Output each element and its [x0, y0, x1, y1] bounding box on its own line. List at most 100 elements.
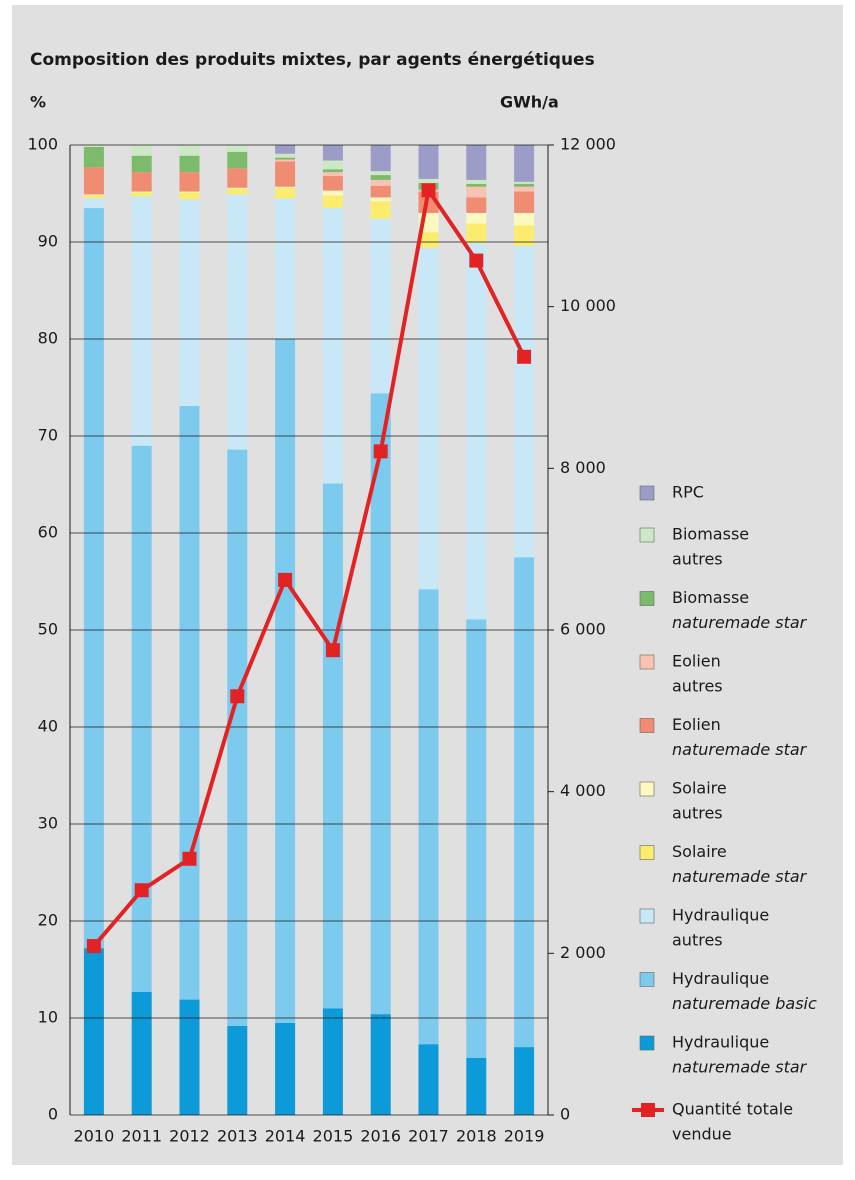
bar-segment	[466, 212, 487, 224]
bar-segment	[418, 178, 439, 183]
bar-segment	[514, 245, 535, 558]
line-marker	[278, 572, 293, 587]
legend-swatch	[639, 485, 655, 501]
bar-segment	[322, 169, 343, 173]
bar-segment	[514, 225, 535, 246]
y2-axis-label: GWh/a	[500, 93, 559, 112]
bar-segment	[179, 145, 200, 156]
bar-segment	[466, 145, 487, 180]
y-axis-label: %	[30, 93, 46, 112]
bar-segment	[514, 191, 535, 213]
legend-swatch	[639, 972, 655, 987]
bar-segment	[275, 145, 296, 154]
bar-segment	[514, 186, 535, 192]
bar-segment	[275, 157, 296, 160]
line-marker	[421, 183, 436, 198]
y-tick-label: 70	[38, 426, 58, 445]
bar-segment	[466, 242, 487, 620]
bar-segment	[418, 1044, 439, 1115]
x-tick-label: 2019	[504, 1127, 545, 1146]
bar-segment	[514, 557, 535, 1048]
x-tick-label: 2017	[408, 1127, 449, 1146]
bar-segment	[131, 172, 152, 192]
bar-segment	[370, 393, 391, 1015]
legend-label: Solaire	[672, 842, 727, 861]
bar-segment	[418, 145, 439, 179]
bar-segment	[370, 201, 391, 219]
bar-segment	[227, 151, 248, 169]
x-tick-label: 2012	[169, 1127, 210, 1146]
bar-segment	[466, 197, 487, 213]
bar-segment	[322, 483, 343, 1009]
legend-label: Biomasse	[672, 525, 749, 544]
bar-segment	[275, 186, 296, 188]
bar-segment	[131, 191, 152, 193]
legend-swatch	[639, 845, 655, 860]
legend-swatch	[639, 718, 655, 733]
bar-segment	[275, 1022, 296, 1115]
legend-label: Eolien	[672, 652, 721, 671]
y2-tick-label: 6 000	[560, 620, 606, 639]
bar-segment	[83, 208, 104, 949]
x-tick-label: 2016	[360, 1127, 401, 1146]
bar-segment	[227, 188, 248, 195]
y2-tick-label: 12 000	[560, 135, 616, 154]
bar-segment	[370, 197, 391, 202]
y-tick-label: 60	[38, 523, 58, 542]
legend-qualifier: autres	[672, 677, 723, 696]
bar-segment	[83, 195, 104, 199]
bar-segment	[179, 192, 200, 200]
y-tick-label: 40	[38, 717, 58, 736]
y-tick-label: 50	[38, 620, 58, 639]
line-marker	[182, 851, 197, 866]
bar-segment	[275, 187, 296, 199]
bar-segment	[370, 185, 391, 198]
bar-segment	[466, 183, 487, 187]
y2-tick-label: 8 000	[560, 458, 606, 477]
legend-qualifier: autres	[672, 550, 723, 569]
bar-segment	[83, 194, 104, 196]
chart-title: Composition des produits mixtes, par age…	[30, 50, 595, 70]
bar-segment	[466, 186, 487, 198]
bar-segment	[370, 1014, 391, 1115]
y2-tick-label: 10 000	[560, 296, 616, 315]
bar-segment	[322, 145, 343, 161]
bar-segment	[275, 339, 296, 1023]
bar-segment	[322, 1008, 343, 1115]
legend-qualifier: naturemade star	[672, 1058, 808, 1077]
line-marker	[325, 643, 340, 658]
bar-segment	[83, 145, 104, 147]
legend-label: Biomasse	[672, 588, 749, 607]
y-tick-label: 0	[48, 1105, 58, 1124]
bar-segment	[275, 161, 296, 187]
legend-label: Quantité totale	[672, 1100, 793, 1119]
bar-segment	[322, 176, 343, 191]
x-tick-label: 2013	[217, 1127, 258, 1146]
bar-segment	[131, 445, 152, 992]
bar-segment	[179, 199, 200, 406]
bar-segment	[370, 218, 391, 394]
x-tick-label: 2011	[121, 1127, 162, 1146]
y-tick-label: 30	[38, 814, 58, 833]
legend-label: Hydraulique	[672, 906, 769, 925]
legend-swatch	[639, 527, 655, 543]
y2-tick-label: 2 000	[560, 943, 606, 962]
legend-swatch	[639, 654, 655, 670]
legend-label: RPC	[672, 483, 704, 502]
y-tick-label: 80	[38, 329, 58, 348]
bar-segment	[179, 191, 200, 193]
x-tick-label: 2018	[456, 1127, 497, 1146]
bar-segment	[179, 172, 200, 192]
bar-segment	[514, 181, 535, 184]
bar-segment	[322, 195, 343, 209]
line	[92, 185, 526, 948]
bar-segment	[131, 196, 152, 446]
bar-segment	[83, 198, 104, 209]
bar-segment	[466, 619, 487, 1058]
bar-segment	[514, 212, 535, 226]
bar-segment	[514, 145, 535, 182]
bar-segment	[418, 247, 439, 590]
bar-segment	[370, 145, 391, 172]
line-marker	[86, 939, 101, 954]
